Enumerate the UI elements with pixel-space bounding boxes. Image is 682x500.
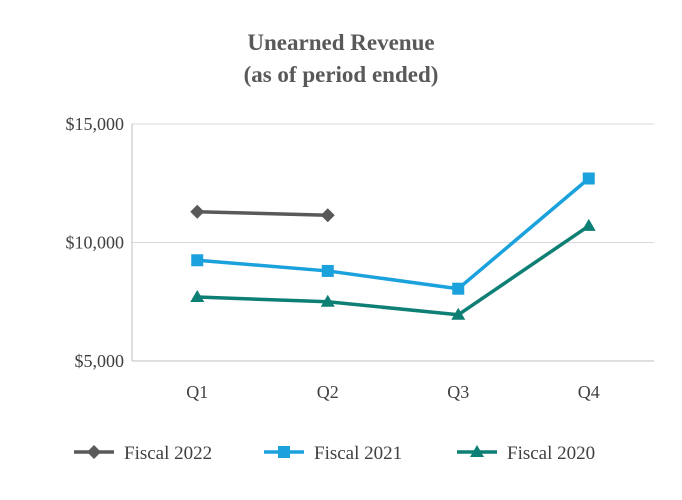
data-point	[320, 294, 335, 307]
x-tick-label: Q2	[317, 382, 339, 402]
legend-label: Fiscal 2022	[124, 443, 212, 464]
series-fiscal-2020	[190, 218, 596, 320]
data-point	[581, 218, 596, 231]
series-line	[197, 209, 328, 217]
chart-subtitle: (as of period ended)	[244, 62, 439, 87]
legend-item: Fiscal 2021	[264, 443, 402, 464]
gridlines	[132, 123, 654, 362]
x-tick-label: Q3	[447, 382, 469, 402]
y-tick-label: $15,000	[66, 114, 125, 134]
data-point	[582, 172, 595, 185]
legend-label: Fiscal 2020	[507, 443, 595, 464]
legend-label: Fiscal 2021	[314, 443, 402, 464]
series-line	[197, 224, 590, 317]
legend-marker	[87, 445, 101, 459]
x-tick-label: Q4	[578, 382, 600, 402]
legend-item: Fiscal 2022	[74, 443, 212, 464]
axes: $5,000 $10,000 $15,000 Q1 Q2 Q3 Q4	[66, 114, 600, 402]
legend-marker	[470, 445, 484, 457]
data-point	[452, 282, 465, 295]
data-point	[451, 307, 466, 320]
data-point	[190, 204, 205, 219]
y-tick-label: $10,000	[66, 233, 125, 253]
legend: Fiscal 2022 Fiscal 2021 Fiscal 2020	[74, 443, 595, 464]
legend-marker	[278, 446, 290, 458]
series-group	[190, 172, 596, 320]
data-point	[190, 290, 205, 303]
series-fiscal-2021	[191, 172, 595, 295]
data-point	[320, 208, 335, 223]
series-line	[197, 177, 590, 291]
chart-title: Unearned Revenue	[247, 30, 434, 55]
x-tick-label: Q1	[186, 382, 208, 402]
data-point	[321, 264, 334, 277]
data-point	[191, 254, 204, 267]
series-fiscal-2022	[190, 204, 335, 223]
legend-item: Fiscal 2020	[457, 443, 595, 464]
y-tick-label: $5,000	[75, 351, 125, 371]
